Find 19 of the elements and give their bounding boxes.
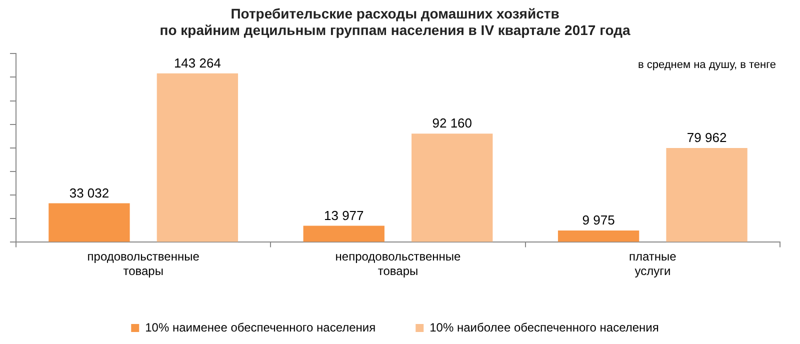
- legend-label: 10% наименее обеспеченного населения: [145, 320, 376, 334]
- x-tick-label: непродовольственные товары: [335, 250, 462, 278]
- data-label: 92 160: [432, 116, 472, 131]
- x-tick-label: продовольственные товары: [87, 250, 200, 278]
- bar: [303, 226, 384, 242]
- data-label: 33 032: [69, 185, 110, 200]
- bar: [558, 230, 640, 242]
- x-tick-label: платные услуги: [628, 250, 677, 278]
- data-label: 13 977: [324, 208, 364, 223]
- legend-label: 10% наиболее обеспеченного населения: [430, 320, 659, 334]
- bar: [412, 134, 493, 242]
- annotation: в среднем на душу, в тенге: [638, 59, 776, 72]
- data-label: 79 962: [686, 130, 727, 146]
- bar: [156, 73, 238, 242]
- data-label: 9 975: [582, 212, 615, 228]
- chart-title: Потребительские расходы домашних хозяйств по крайним децильным группам населения в IV квартале 2017 года: [160, 5, 630, 38]
- bar: [666, 148, 748, 242]
- bar: [48, 203, 130, 242]
- data-label: 143 264: [174, 55, 221, 70]
